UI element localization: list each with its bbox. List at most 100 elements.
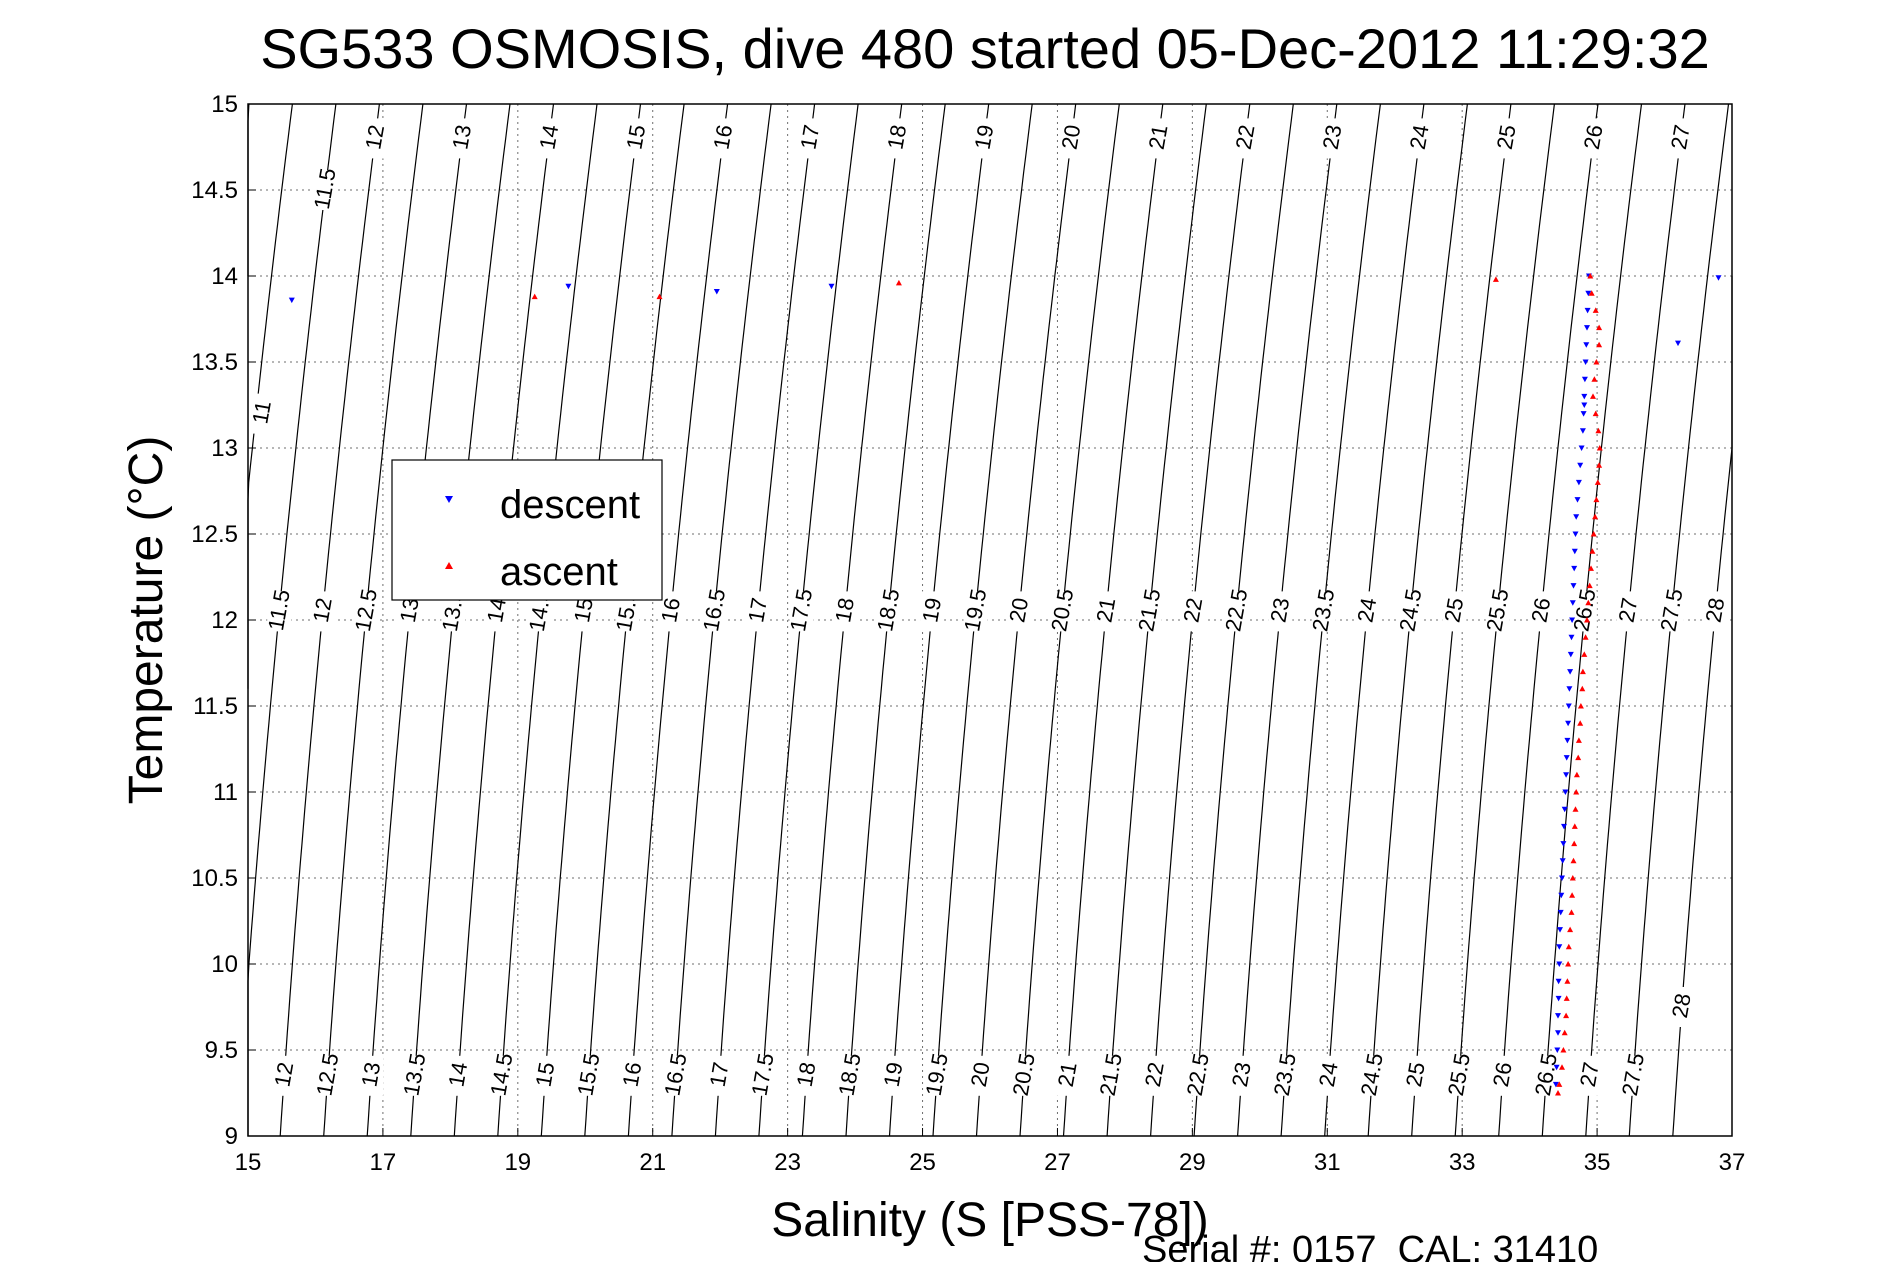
descent-point	[1566, 686, 1573, 692]
contour-label-bg	[1099, 1055, 1124, 1096]
ascent-point	[1587, 273, 1594, 279]
contour-label-bg	[1572, 591, 1597, 632]
contour-label-bg	[1485, 591, 1510, 632]
descent-point	[1555, 995, 1562, 1002]
ascent-point	[1590, 531, 1597, 537]
density-contour-label: 12	[360, 123, 389, 151]
contour-label-bg	[1146, 118, 1171, 159]
contour-label-bg	[881, 1055, 906, 1096]
contour-label-bg	[533, 1055, 558, 1096]
descent-point	[1675, 340, 1681, 347]
contour-label-bg	[624, 118, 649, 159]
x-tick-label: 21	[639, 1149, 666, 1176]
ascent-point	[1573, 789, 1580, 795]
contour-label-bg	[1233, 118, 1258, 159]
ascent-point	[1581, 651, 1588, 657]
contour-label-bg	[1094, 591, 1119, 632]
density-contour-label: 13	[395, 596, 424, 624]
density-contour-label: 26	[1579, 123, 1608, 151]
density-contour-label: 19	[879, 1060, 908, 1088]
ascent-point	[1567, 926, 1574, 933]
ascent-point	[1592, 307, 1599, 313]
descent-point	[1580, 411, 1587, 417]
y-tick-label: 14.5	[191, 177, 238, 204]
descent-point	[1554, 1047, 1561, 1053]
density-contour-label: 25	[1492, 123, 1521, 151]
ascent-point	[1577, 703, 1584, 709]
x-tick-label: 31	[1314, 1149, 1341, 1176]
descent-point	[1571, 565, 1578, 572]
y-axis-label: Temperature (°C)	[120, 436, 173, 805]
contour-label-bg	[359, 1055, 384, 1096]
contour-label-bg	[1268, 591, 1293, 632]
descent-point	[1585, 290, 1592, 297]
density-contour-label: 24	[1314, 1060, 1343, 1088]
descent-point	[288, 297, 295, 304]
descent-point	[1575, 479, 1582, 486]
descent-point	[1563, 772, 1570, 778]
descent-point	[1561, 823, 1567, 830]
x-tick-label: 35	[1584, 1149, 1611, 1176]
density-contour-label: 20	[1004, 596, 1033, 624]
ascent-point	[1585, 599, 1592, 606]
ascent-point	[1571, 823, 1578, 829]
descent-point	[1578, 445, 1585, 451]
y-tick-label: 15	[211, 91, 238, 118]
x-tick-label: 29	[1179, 1149, 1206, 1176]
ascent-point	[1593, 359, 1600, 365]
descent-point	[1579, 428, 1586, 434]
contour-label-bg	[838, 1055, 863, 1096]
legend-ascent-marker	[445, 562, 453, 569]
ascent-point	[1592, 513, 1599, 520]
descent-point	[1552, 1081, 1559, 1088]
ascent-point	[1565, 961, 1572, 967]
ascent-point	[1577, 720, 1584, 726]
descent-point	[1555, 1013, 1561, 1019]
density-contour-label: 17	[705, 1060, 734, 1088]
ascent-point	[1568, 909, 1575, 915]
contour-label-bg	[750, 1055, 775, 1096]
descent-point	[1570, 583, 1577, 589]
density-contour-label: 18	[882, 123, 911, 151]
contour-label-bg	[794, 1055, 819, 1096]
density-contour-label: 16	[708, 123, 737, 151]
ascent-point	[1556, 1081, 1563, 1087]
ascent-point	[1563, 995, 1570, 1001]
density-contour-label: 22	[1178, 596, 1207, 624]
descent-point	[1556, 961, 1563, 967]
descent-point	[1715, 275, 1722, 281]
density-contour-label: 18	[792, 1060, 821, 1088]
contour-label-bg	[1050, 591, 1075, 632]
ascent-point	[1560, 1047, 1567, 1053]
ascent-point	[1589, 548, 1596, 554]
contour-label-bg	[1181, 591, 1206, 632]
ascent-point	[1572, 806, 1579, 812]
contour-label-bg	[876, 591, 901, 632]
descent-point	[1553, 1064, 1560, 1071]
y-tick-label: 13.5	[191, 349, 238, 376]
legend-ascent-label: ascent	[500, 550, 618, 594]
ascent-point	[1596, 462, 1603, 468]
density-contour-label: 24	[1405, 123, 1434, 151]
contour-label-bg	[1224, 591, 1249, 632]
legend: descent ascent	[391, 459, 663, 601]
density-contour-label: 25	[1439, 596, 1468, 624]
density-contour-label: 14	[482, 596, 511, 624]
contour-label-bg	[968, 1055, 993, 1096]
contour-label-bg	[354, 591, 379, 632]
ascent-point	[1591, 376, 1598, 382]
density-contour-label: 15	[531, 1060, 560, 1088]
legend-descent-marker	[445, 496, 453, 503]
x-tick-label: 25	[909, 1149, 936, 1176]
descent-point	[1558, 892, 1565, 899]
contour-label-bg	[789, 591, 814, 632]
ascent-point	[1564, 978, 1571, 984]
contour-label-bg	[1529, 591, 1554, 632]
x-axis-ticks: 15 17 19 21 23 25 27 29 31 33 35 37	[235, 1128, 1745, 1176]
descent-point	[1567, 669, 1574, 675]
descent-point	[1581, 393, 1588, 400]
descent-point	[1571, 548, 1578, 555]
contour-label-bg	[833, 591, 858, 632]
y-tick-label: 9	[225, 1123, 238, 1150]
y-tick-label: 9.5	[205, 1037, 238, 1064]
